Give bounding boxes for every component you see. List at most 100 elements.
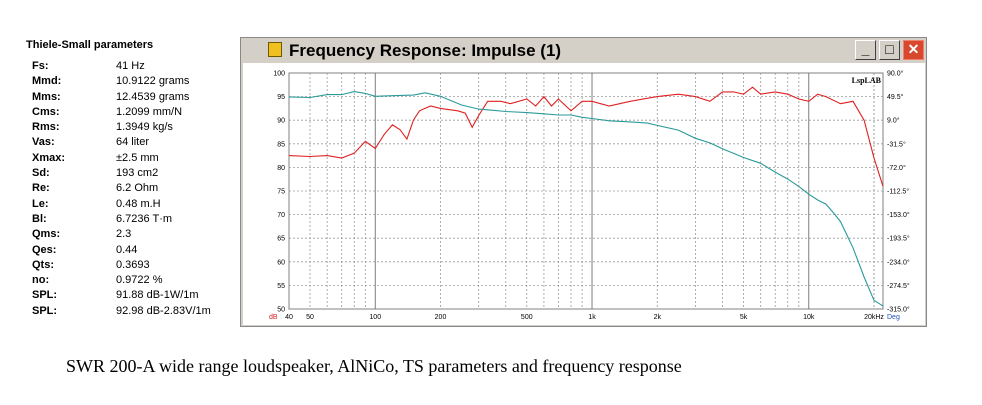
ts-param-value: 193 cm2 xyxy=(116,167,159,180)
y2-tick-label: 90.0° xyxy=(887,70,904,78)
ts-param-name: Qes: xyxy=(32,243,57,256)
ts-row: Rms: 1.3949 kg/s xyxy=(26,120,236,135)
y2-tick-label: -72.0° xyxy=(887,164,906,172)
ts-param-name: Xmax: xyxy=(32,151,66,164)
ts-param-value: 92.98 dB-2.83V/1m xyxy=(116,304,211,317)
ts-row: Qes: 0.44 xyxy=(26,243,236,258)
plot-area: 100 95 90 85 80 75 70 65 60 55 50 90.0° 49.5° 9.0° -31… xyxy=(243,63,925,325)
ts-param-name: SPL: xyxy=(32,289,58,302)
y-tick-label: 55 xyxy=(277,283,285,290)
ts-row: no: 0.9722 % xyxy=(26,273,236,288)
y-tick-label: 90 xyxy=(277,118,285,125)
y2-tick-label: -193.5° xyxy=(887,235,910,243)
minimize-button[interactable]: _ xyxy=(855,40,876,60)
x-tick-label: 500 xyxy=(521,314,533,321)
ts-param-value: 64 liter xyxy=(116,136,150,149)
x-tick-label: 100 xyxy=(369,314,381,321)
ts-row: Fs: 41 Hz xyxy=(26,59,236,74)
maximize-button[interactable]: □ xyxy=(879,40,900,60)
y2-tick-label: -234.0° xyxy=(887,258,910,266)
y2-tick-label: -153.0° xyxy=(887,211,910,219)
y-tick-label: 75 xyxy=(277,189,285,196)
y2-tick-label: 49.5° xyxy=(887,93,904,101)
ts-row: Qts: 0.3693 xyxy=(26,258,236,273)
ts-param-name: Fs: xyxy=(32,60,49,72)
ts-param-name: Cms: xyxy=(32,105,60,118)
ts-row: Sd: 193 cm2 xyxy=(26,166,236,181)
ts-param-name: Mms: xyxy=(32,90,61,103)
ts-param-value: 1.3949 kg/s xyxy=(116,121,173,134)
ts-row: Mms: 12.4539 grams xyxy=(26,90,236,105)
window-title: Frequency Response: Impulse (1) xyxy=(289,41,562,60)
watermark: LspLAB xyxy=(852,76,882,85)
x-unit-right: Deg xyxy=(887,314,900,321)
ts-row: Cms: 1.2099 mm/N xyxy=(26,105,236,120)
ts-param-value: 2.3 xyxy=(116,228,132,241)
ts-row: Xmax: ±2.5 mm xyxy=(26,151,236,166)
x-tick-label: 50 xyxy=(306,314,314,321)
y-tick-label: 100 xyxy=(273,71,285,78)
ts-row: Qms: 2.3 xyxy=(26,227,236,242)
ts-row: SPL: 92.98 dB-2.83V/1m xyxy=(26,304,236,319)
y2-tick-label: -31.5° xyxy=(887,140,906,148)
ts-param-value: 1.2099 mm/N xyxy=(116,105,183,118)
ts-param-value: 41 Hz xyxy=(116,60,145,72)
ts-param-name: Mmd: xyxy=(32,75,62,88)
y2-tick-label: -274.5° xyxy=(887,282,910,290)
phase-series-line xyxy=(288,91,884,307)
ts-param-name: Vas: xyxy=(32,136,55,149)
y-tick-label: 65 xyxy=(277,236,285,243)
ts-param-value: 0.44 xyxy=(116,243,138,256)
ts-param-value: 12.4539 grams xyxy=(116,90,190,103)
ts-param-name: no: xyxy=(32,274,50,287)
ts-param-value: 6.2 Ohm xyxy=(116,182,159,195)
ts-row: Bl: 6.7236 T·m xyxy=(26,212,236,227)
ts-param-value: 10.9122 grams xyxy=(116,75,190,88)
ts-row: Mmd: 10.9122 grams xyxy=(26,74,236,89)
x-tick-label: 5k xyxy=(740,314,748,321)
window-titlebar[interactable]: Frequency Response: Impulse (1) _ □ ✕ xyxy=(241,38,926,63)
speaker-icon xyxy=(268,42,282,57)
ts-param-value: 0.3693 xyxy=(116,258,150,271)
ts-param-value: 0.9722 % xyxy=(116,274,163,287)
frequency-response-window: Frequency Response: Impulse (1) _ □ ✕ 10… xyxy=(240,37,927,327)
y-tick-label: 60 xyxy=(277,259,285,266)
x-tick-label: 20kHz xyxy=(864,314,884,321)
y-tick-label: 95 xyxy=(277,94,285,101)
ts-param-value: 0.48 m.H xyxy=(116,197,161,210)
y2-tick-label: -112.5° xyxy=(887,188,909,196)
ts-param-name: Qms: xyxy=(32,228,61,241)
x-tick-label: 10k xyxy=(803,314,815,321)
ts-param-name: Re: xyxy=(32,182,50,195)
ts-row: Vas: 64 liter xyxy=(26,135,236,150)
x-tick-label: 1k xyxy=(588,314,596,321)
y-tick-label: 80 xyxy=(277,165,285,172)
x-tick-label: 40 xyxy=(285,314,293,321)
ts-param-name: Bl: xyxy=(32,212,47,225)
ts-param-name: Sd: xyxy=(32,167,50,180)
x-tick-label: 2k xyxy=(654,314,662,321)
ts-row: SPL: 91.88 dB-1W/1m xyxy=(26,288,236,303)
ts-param-value: 6.7236 T·m xyxy=(116,212,173,225)
frequency-response-chart: 100 95 90 85 80 75 70 65 60 55 50 90.0° 49.5° 9.0° -31… xyxy=(269,70,910,322)
y-tick-label: 85 xyxy=(277,141,285,148)
ts-param-name: Qts: xyxy=(32,258,54,271)
close-button[interactable]: ✕ xyxy=(903,40,924,60)
x-unit-left: dB xyxy=(269,314,278,321)
x-tick-label: 200 xyxy=(435,314,447,321)
ts-param-name: SPL: xyxy=(32,304,58,317)
ts-row: Le: 0.48 m.H xyxy=(26,197,236,212)
y2-tick-label: 9.0° xyxy=(887,117,900,125)
ts-panel-title: Thiele-Small parameters xyxy=(26,39,154,51)
ts-param-value: 91.88 dB-1W/1m xyxy=(116,289,199,302)
thiele-small-panel: Thiele-Small parameters Fs: 41 Hz Mmd: 10.9… xyxy=(26,39,236,319)
y-tick-label: 70 xyxy=(277,212,285,219)
figure-caption: SWR 200-A wide range loudspeaker, AlNiCo… xyxy=(66,356,682,376)
ts-param-name: Le: xyxy=(32,197,49,210)
ts-rows: Fs: 41 Hz Mmd: 10.9122 grams Mms: 12.4539 gra… xyxy=(26,59,236,319)
y2-tick-label: -315.0° xyxy=(887,306,910,314)
ts-param-name: Rms: xyxy=(32,121,60,134)
ts-row: Re: 6.2 Ohm xyxy=(26,181,236,196)
y-tick-label: 50 xyxy=(277,307,285,314)
magnitude-series-line xyxy=(288,86,884,187)
